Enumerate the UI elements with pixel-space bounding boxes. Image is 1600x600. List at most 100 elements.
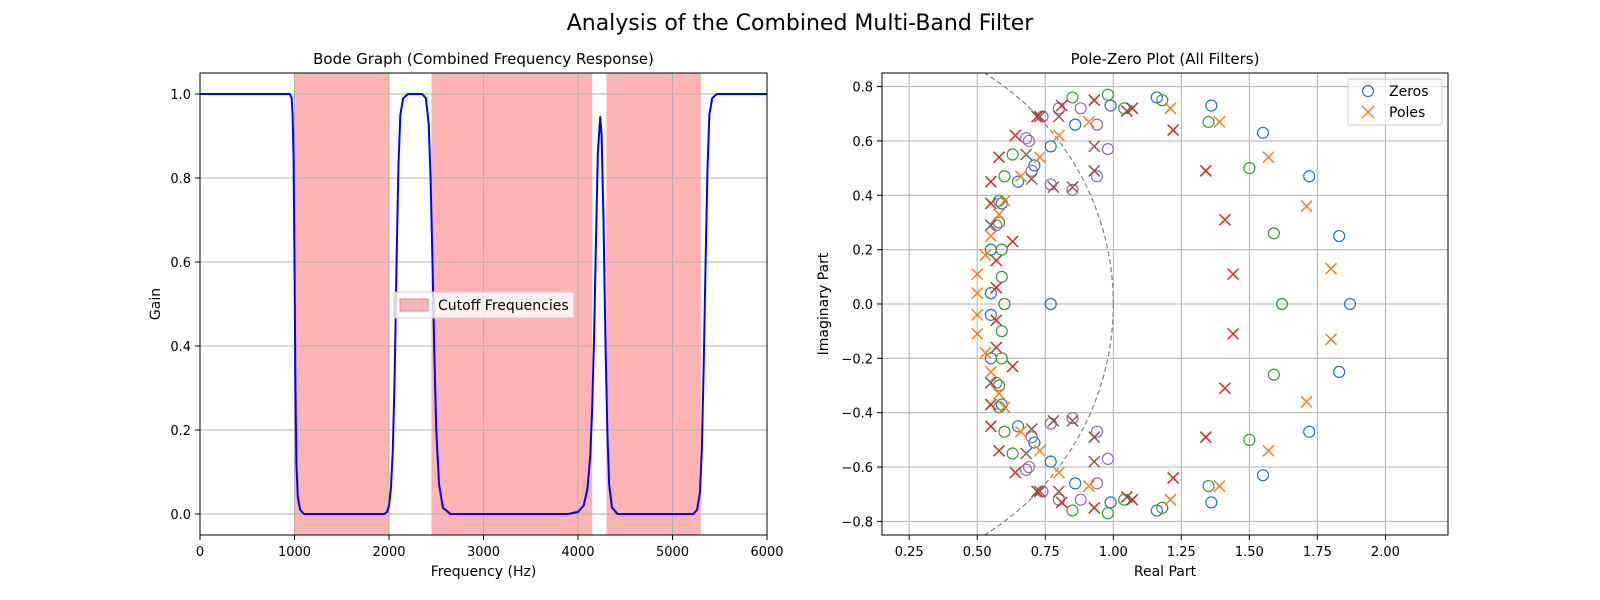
pole-marker	[1167, 124, 1180, 137]
pole-marker	[1120, 490, 1133, 503]
pz-y-axis: −0.8 −0.6 −0.4 −0.2 0.0 0.2 0.4 0.6 0.8	[841, 81, 882, 530]
bode-x-tick-label: 2000	[372, 545, 405, 560]
zero-marker	[1202, 115, 1215, 129]
zero-marker	[1303, 170, 1316, 183]
bode-legend: Cutoff Frequencies	[393, 291, 575, 319]
pz-markers	[971, 88, 1357, 520]
pole-marker	[1033, 110, 1046, 123]
zero-marker	[1020, 463, 1033, 476]
zero-marker	[1333, 229, 1346, 243]
zero-marker	[1069, 118, 1082, 131]
pole-marker	[992, 208, 1006, 221]
pole-marker	[1082, 115, 1095, 128]
pole-marker	[1088, 164, 1101, 177]
pole-marker	[1055, 99, 1068, 112]
pz-x-tick-label: 0.50	[963, 545, 992, 560]
pz-legend-box	[1347, 78, 1443, 126]
pole-marker	[1055, 496, 1068, 509]
pz-x-tick-label: 0.75	[1031, 545, 1060, 560]
pole-marker	[1213, 480, 1226, 493]
bode-legend-box	[393, 291, 575, 319]
pole-marker	[1020, 148, 1033, 161]
pole-marker	[1088, 140, 1101, 153]
bode-y-tick-label: 0.4	[170, 340, 191, 355]
pole-marker	[1088, 455, 1101, 468]
zero-marker	[1044, 297, 1057, 311]
pole-marker	[1167, 471, 1180, 484]
pole-marker	[1033, 485, 1046, 498]
zero-marker	[1022, 460, 1036, 474]
pole-marker	[1199, 431, 1212, 444]
zero-marker	[1066, 91, 1079, 104]
zero-marker	[1020, 132, 1033, 145]
pz-y-tick-label: 0.6	[852, 135, 873, 150]
bode-y-tick-label: 0.6	[170, 256, 191, 271]
zero-marker	[1202, 479, 1215, 493]
bode-legend-label: Cutoff Frequencies	[438, 298, 569, 314]
pole-marker	[984, 420, 997, 433]
pz-y-label: Imaginary Part	[816, 252, 832, 355]
zero-marker	[1156, 94, 1169, 107]
pole-marker	[979, 249, 992, 262]
pole-marker	[1006, 360, 1019, 373]
zero-marker	[1090, 170, 1104, 183]
pole-marker	[1047, 414, 1060, 427]
pole-marker	[1164, 102, 1177, 115]
zero-marker	[1303, 425, 1316, 438]
pz-title: Pole-Zero Plot (All Filters)	[1071, 50, 1260, 68]
pole-marker	[1066, 414, 1079, 427]
zero-marker	[1205, 99, 1218, 112]
pz-y-tick-label: 0.0	[852, 298, 873, 313]
pole-marker	[1066, 181, 1079, 194]
pz-x-label: Real Part	[1134, 564, 1197, 580]
pole-marker	[971, 327, 984, 340]
pole-marker	[1031, 485, 1044, 498]
pz-y-tick-label: −0.6	[841, 461, 873, 476]
bode-y-axis: 0.0 0.2 0.4 0.6 0.8 1.0	[170, 88, 200, 523]
zero-marker	[1101, 507, 1114, 520]
pole-marker	[1218, 382, 1231, 395]
pole-marker	[998, 194, 1011, 207]
zero-marker	[1101, 452, 1114, 466]
bode-chart: Bode Graph (Combined Frequency Response)…	[148, 50, 784, 580]
bode-x-tick-label: 1000	[278, 545, 311, 560]
bode-gain-line	[200, 93, 767, 515]
zero-marker	[998, 425, 1011, 438]
pole-marker	[1025, 172, 1038, 186]
pole-marker	[1088, 501, 1101, 514]
pole-marker	[1213, 115, 1226, 128]
zero-marker	[1243, 433, 1256, 446]
pole-marker	[971, 268, 984, 281]
bode-y-tick-label: 1.0	[170, 88, 191, 103]
pz-x-axis: 0.25 0.50 0.75 1.00 1.25 1.50 1.75 2.00	[895, 535, 1400, 560]
bode-x-tick-label: 4000	[561, 545, 594, 560]
bode-legend-swatch	[399, 298, 429, 312]
pz-x-tick-label: 1.00	[1099, 545, 1128, 560]
pole-marker	[1226, 327, 1240, 340]
pole-marker	[1088, 94, 1101, 107]
pole-marker	[1052, 485, 1065, 498]
pole-marker	[990, 254, 1003, 267]
zero-marker	[1205, 496, 1218, 509]
zero-marker	[1006, 447, 1019, 460]
pole-marker	[984, 219, 997, 232]
pole-marker	[979, 346, 992, 359]
pole-marker	[1014, 170, 1027, 183]
zero-marker	[1150, 504, 1163, 517]
pole-marker	[984, 175, 997, 188]
zero-marker	[984, 287, 997, 300]
pole-marker	[1014, 425, 1027, 438]
pole-marker	[1300, 395, 1313, 408]
zero-marker	[984, 308, 997, 321]
pz-legend: Zeros Poles	[1347, 78, 1443, 126]
pz-x-tick-label: 1.25	[1167, 545, 1196, 560]
pole-marker	[990, 314, 1003, 327]
pz-y-tick-label: 0.8	[852, 81, 873, 96]
pole-marker	[992, 444, 1006, 457]
pole-marker	[984, 398, 997, 411]
pole-marker	[984, 365, 997, 378]
bode-x-tick-label: 0	[196, 545, 204, 560]
pole-marker	[1199, 164, 1212, 177]
zero-marker	[1343, 297, 1357, 311]
